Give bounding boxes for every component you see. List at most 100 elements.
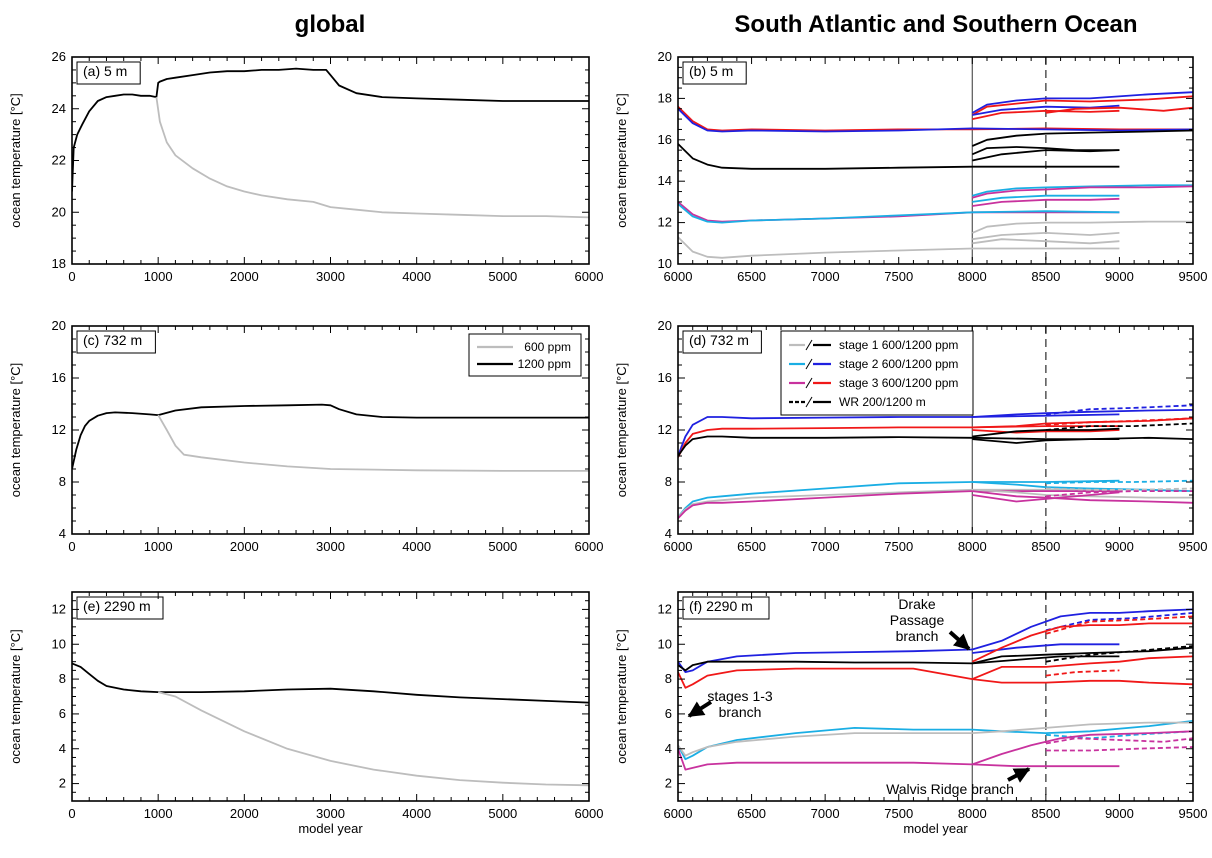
- series-line-b-2: [678, 143, 1120, 170]
- y-tick-label: 20: [658, 318, 672, 333]
- x-tick-label: 9000: [1105, 269, 1134, 284]
- x-tick-label: 8500: [1031, 269, 1060, 284]
- series-line-f-18: [1045, 730, 1193, 740]
- y-tick-label: 8: [59, 671, 66, 686]
- x-tick-label: 6000: [664, 539, 693, 554]
- y-axis-label: ocean temperature [°C]: [614, 93, 629, 228]
- panel-label: (a) 5 m: [83, 63, 127, 79]
- series-line-f-19: [972, 721, 1193, 734]
- x-tick-label: 1000: [144, 269, 173, 284]
- x-tick-label: 5000: [488, 806, 517, 821]
- x-tick-label: 8000: [958, 539, 987, 554]
- x-tick-label: 3000: [316, 806, 345, 821]
- panel-f: 6000 6500 7000 7500 8000 8500 9000 9500 2 4 6 8 10 12…: [614, 591, 1208, 836]
- series-line-f-8: [1045, 612, 1193, 632]
- legend-label: 1200 ppm: [518, 357, 571, 371]
- arrow-stages: [687, 700, 713, 718]
- y-tick-label: 2: [59, 776, 66, 791]
- panel-label-box: [682, 596, 770, 620]
- column-title-global: global: [295, 11, 366, 38]
- x-tick-label: 0: [68, 539, 75, 554]
- series-line-f-21: [1045, 737, 1193, 745]
- y-axis-label: ocean temperature [°C]: [614, 629, 629, 764]
- y-tick-label: 20: [52, 204, 66, 219]
- series-line-d-20: [1045, 490, 1193, 498]
- arrow-walvis: [1007, 767, 1031, 783]
- series-group: [678, 404, 1193, 520]
- legend-slash: [805, 396, 813, 408]
- y-tick-label: 12: [52, 601, 66, 616]
- series-group: [678, 608, 1193, 771]
- series-line-f-2: [678, 667, 973, 689]
- x-tick-label: 6500: [737, 269, 766, 284]
- series-line-f-23: [1045, 746, 1193, 752]
- plot-frame: [71, 56, 590, 265]
- series-line-f-11: [971, 655, 1193, 680]
- panel-label: (e) 2290 m: [83, 598, 151, 614]
- series-line-d-13: [1045, 422, 1193, 431]
- legend-slash: [805, 339, 813, 351]
- panel-label-box: [682, 61, 747, 85]
- series-line-f-9: [971, 622, 1193, 663]
- series-line-f-13: [1045, 669, 1120, 677]
- y-tick-label: 16: [658, 132, 672, 147]
- x-axis-label: model year: [298, 821, 363, 836]
- y-tick-label: 20: [52, 318, 66, 333]
- y-tick-label: 2: [665, 776, 672, 791]
- y-axis-label: ocean temperature [°C]: [8, 363, 23, 498]
- series-line-d-2: [678, 435, 1120, 457]
- annotation-drake-passage: Drake: [898, 596, 936, 612]
- series-line-b-6: [971, 91, 1193, 114]
- x-tick-label: 0: [68, 806, 75, 821]
- series-line-f-22: [972, 763, 1120, 768]
- x-tick-label: 4000: [402, 539, 431, 554]
- series-line-b-0: [678, 106, 1193, 132]
- plot-frame: [71, 591, 590, 802]
- annotation-stages-branch: branch: [719, 704, 762, 720]
- legend-slash: [805, 377, 813, 389]
- y-tick-label: 12: [658, 215, 672, 230]
- series-line-e-1: [157, 691, 589, 787]
- x-tick-label: 6000: [575, 806, 604, 821]
- series-line-b-19: [972, 231, 1120, 241]
- series-line-d-15: [1045, 479, 1193, 485]
- series-line-d-8: [972, 417, 1193, 429]
- series-line-c-0: [72, 403, 589, 470]
- x-tick-label: 9500: [1179, 806, 1208, 821]
- series-line-f-20: [971, 730, 1193, 766]
- series-line-f-1: [678, 660, 973, 672]
- series-line-f-6: [972, 608, 1193, 651]
- x-tick-label: 6000: [575, 539, 604, 554]
- y-tick-label: 22: [52, 153, 66, 168]
- panel-label-box: [76, 61, 141, 85]
- series-line-b-15: [972, 185, 1193, 199]
- series-group: [72, 67, 589, 219]
- x-tick-label: 8000: [958, 269, 987, 284]
- y-tick-label: 18: [658, 90, 672, 105]
- y-axis-label: ocean temperature [°C]: [614, 363, 629, 498]
- legend-label: 600 ppm: [524, 340, 571, 354]
- y-tick-label: 16: [52, 370, 66, 385]
- y-tick-label: 4: [59, 526, 66, 541]
- series-line-d-10: [1045, 417, 1193, 426]
- panel-label: (d) 732 m: [689, 332, 749, 348]
- legend-label: stage 1 600/1200 ppm: [839, 338, 958, 352]
- series-group: [72, 662, 589, 787]
- panel-a: 0 1000 2000 3000 4000 5000 6000 18 20 22 24 26 ocean…: [8, 49, 603, 284]
- series-line-d-4: [678, 488, 1120, 518]
- y-tick-label: 8: [665, 474, 672, 489]
- x-axis-label: model year: [903, 821, 968, 836]
- x-tick-label: 1000: [144, 806, 173, 821]
- annotation-stages-branch: stages 1-3: [707, 688, 773, 704]
- y-tick-label: 20: [658, 49, 672, 64]
- panel-label: (b) 5 m: [689, 63, 733, 79]
- series-line-f-14: [972, 646, 1193, 665]
- series-group: [72, 403, 589, 472]
- series-line-d-19: [972, 491, 1120, 503]
- series-line-b-17: [972, 197, 1120, 207]
- x-tick-label: 2000: [230, 539, 259, 554]
- annotation-drake-passage: Passage: [890, 612, 945, 628]
- series-line-a-1: [155, 96, 589, 219]
- y-tick-label: 12: [658, 422, 672, 437]
